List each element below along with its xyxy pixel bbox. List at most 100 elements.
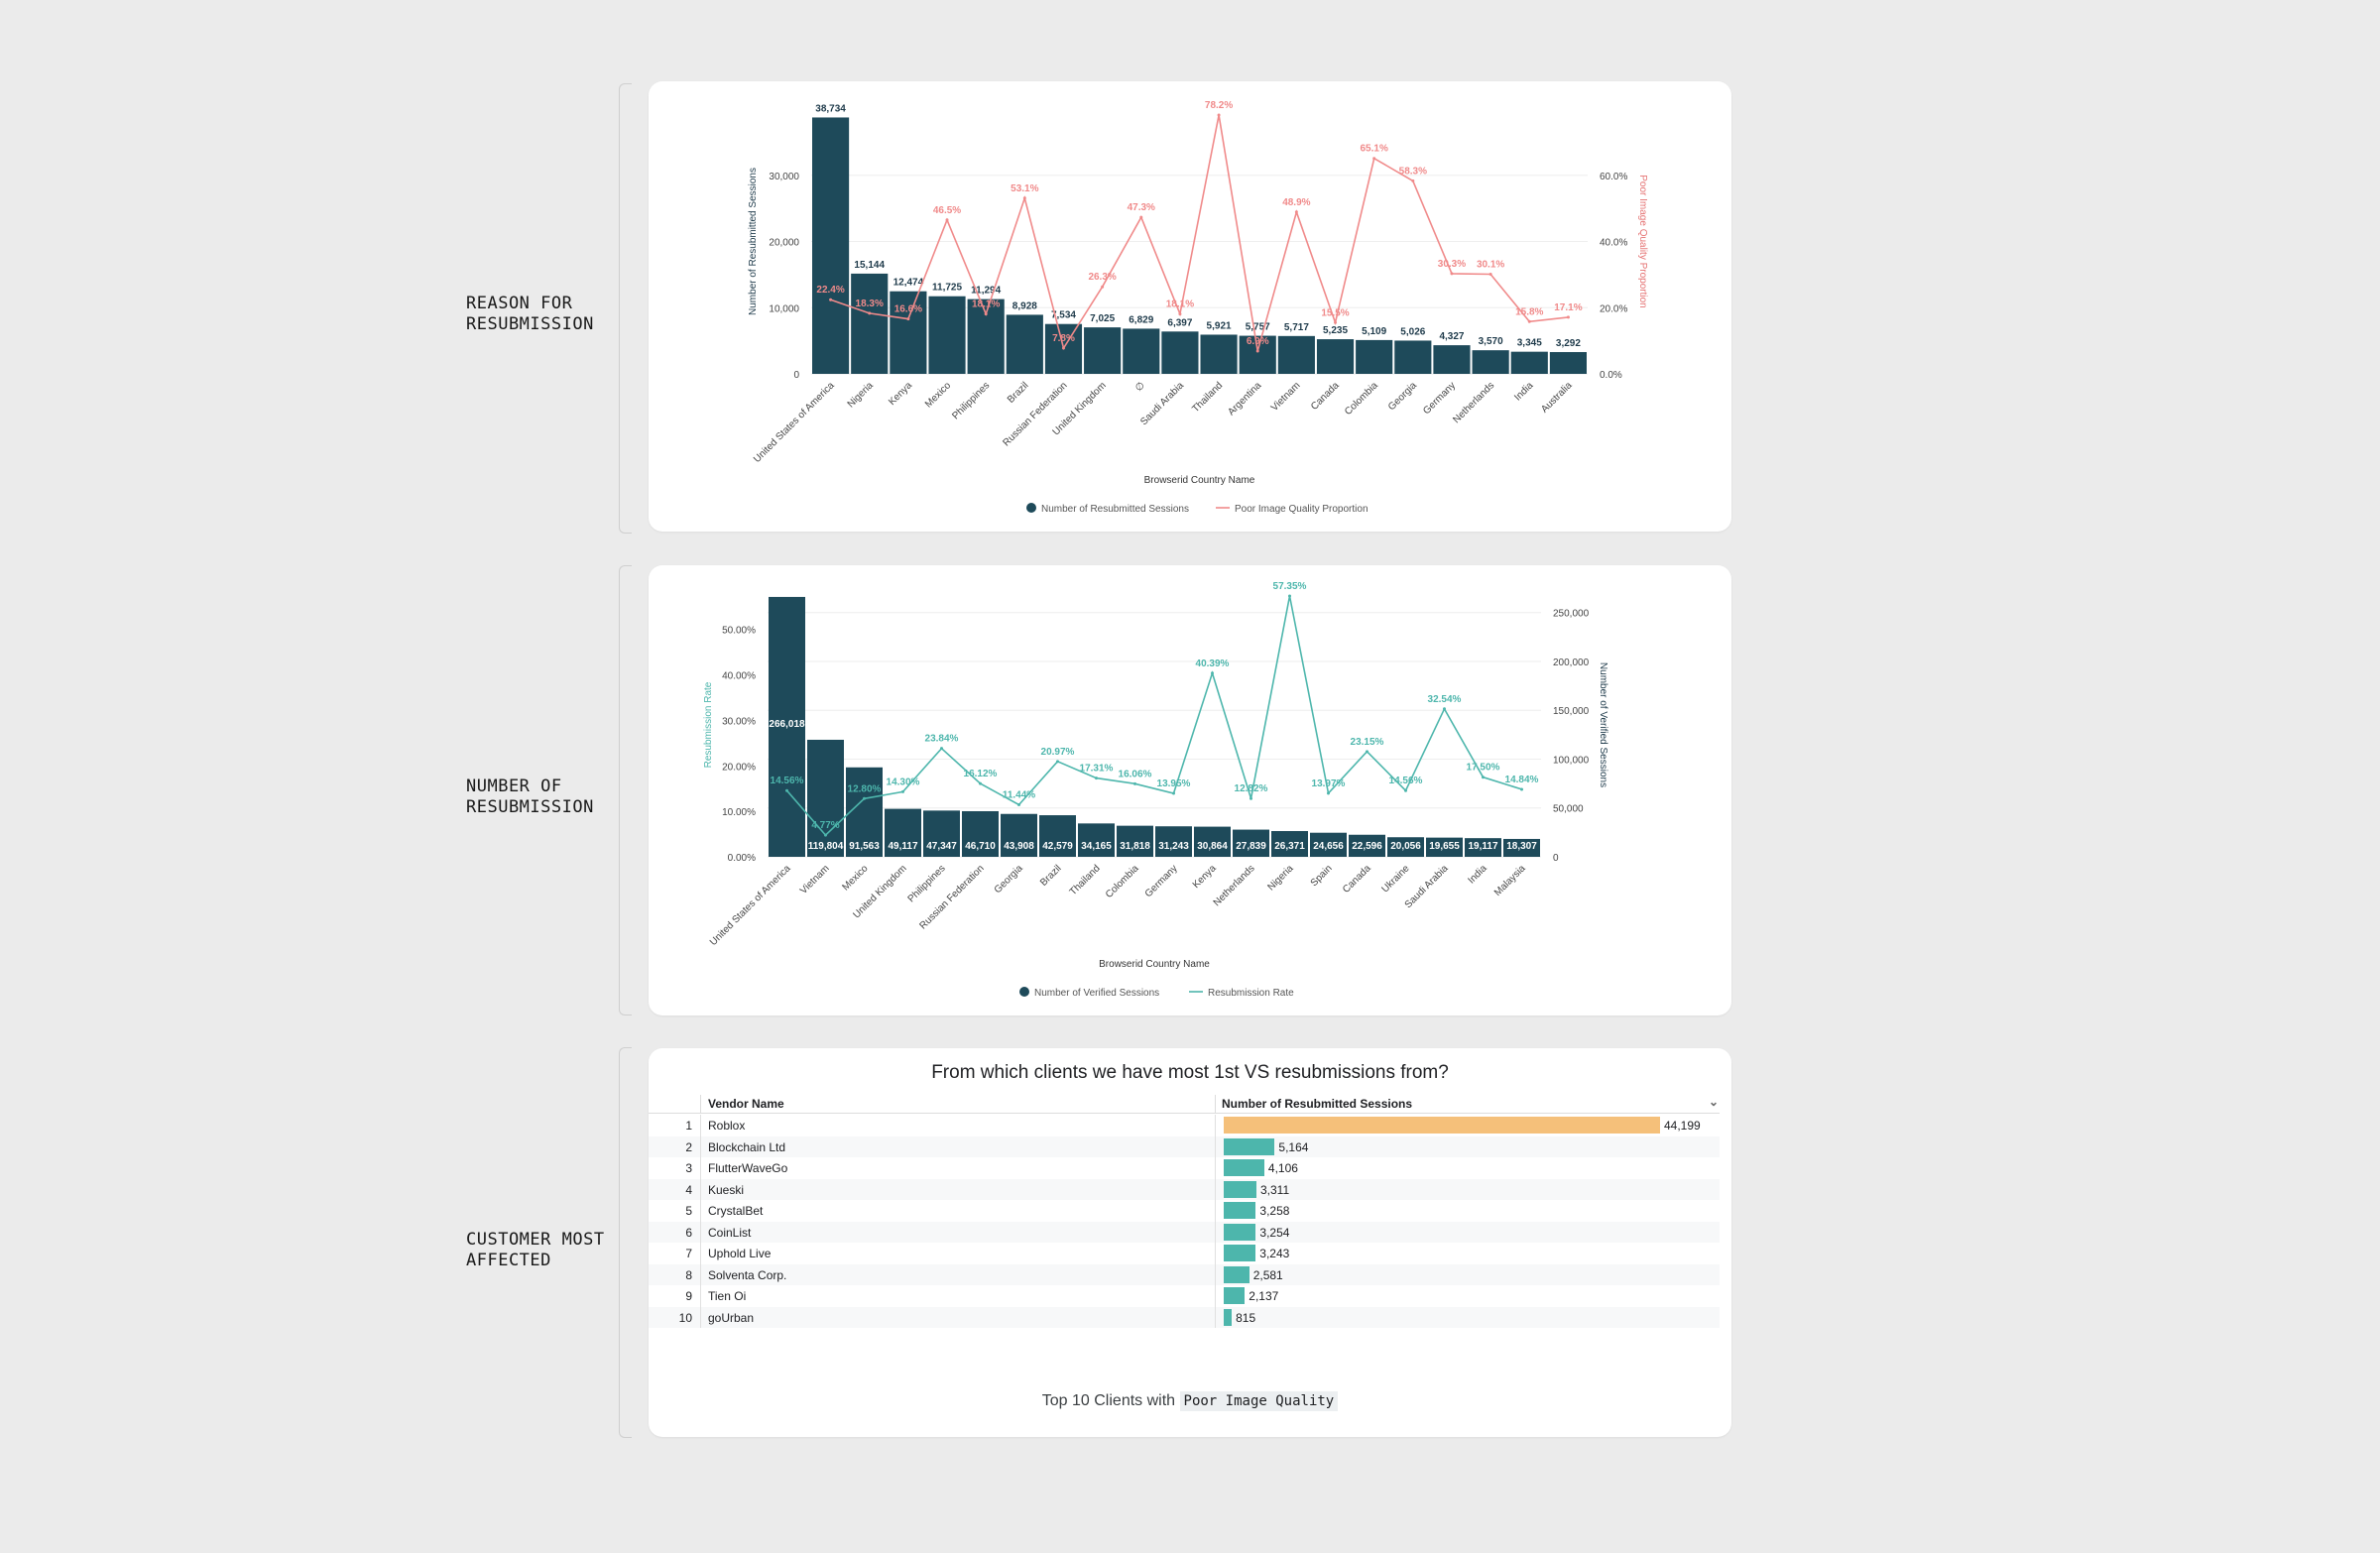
- x-axis-tick-label: Mexico: [840, 863, 870, 893]
- table-row[interactable]: 9 Tien Oi 2,137: [649, 1285, 1720, 1307]
- table-row[interactable]: 2 Blockchain Ltd 5,164: [649, 1135, 1720, 1157]
- y2-axis-tick-label: 100,000: [1553, 755, 1590, 766]
- bar-14: [1271, 831, 1308, 857]
- bar-value-label: 49,117: [888, 841, 917, 852]
- series-line: [785, 595, 1522, 837]
- x-axis-tick-label: Kenya: [887, 380, 914, 408]
- line-value-label: 18.1%: [972, 299, 1000, 310]
- x-axis-tick-label: Netherlands: [1212, 863, 1257, 908]
- bar-value-label: 3,570: [1479, 336, 1503, 347]
- bar-2: [851, 273, 889, 374]
- line-point-9: [1095, 776, 1098, 780]
- column-divider: [700, 1157, 701, 1179]
- line-value-label: 22.4%: [816, 285, 844, 296]
- column-divider: [1215, 1221, 1216, 1243]
- row-rank: 10: [678, 1310, 692, 1325]
- bar-11: [1155, 826, 1192, 857]
- sort-chevron-icon[interactable]: ⌄: [1709, 1095, 1720, 1109]
- bar-value-label: 19,655: [1429, 841, 1460, 852]
- line-point-14: [1288, 594, 1291, 598]
- x-axis-tick-label: Brazil: [1038, 863, 1063, 888]
- bar-value-label: 6,829: [1129, 314, 1153, 325]
- line-value-label: 4.77%: [811, 820, 839, 831]
- bar-17: [1387, 837, 1424, 857]
- row-value-label: 5,164: [1278, 1139, 1309, 1154]
- row-vendor-name: Roblox: [708, 1119, 746, 1133]
- column-divider: [700, 1263, 701, 1285]
- bar-value-label: 27,839: [1236, 841, 1266, 852]
- x-axis-tick-label: Russian Federation: [1001, 380, 1069, 448]
- line-point-17: [1450, 272, 1454, 276]
- table-row[interactable]: 3 FlutterWaveGo 4,106: [649, 1157, 1720, 1179]
- bar-9: [1123, 328, 1160, 374]
- legend-label-bar: Number of Resubmitted Sessions: [1041, 504, 1189, 515]
- x-axis-tick-label: Vietnam: [1269, 380, 1303, 414]
- bar-2: [807, 739, 844, 857]
- bar-value-label: 20,056: [1390, 841, 1421, 852]
- line-value-label: 17.50%: [1467, 763, 1500, 774]
- line-value-label: 40.39%: [1196, 658, 1230, 669]
- line-value-label: 20.97%: [1041, 747, 1075, 758]
- table-row[interactable]: 10 goUrban 815: [649, 1306, 1720, 1328]
- line-value-label: 7.8%: [1052, 333, 1075, 344]
- x-axis-tick-label: Thailand: [1068, 863, 1103, 897]
- table-row[interactable]: 4 Kueski 3,311: [649, 1178, 1720, 1200]
- bar-18: [1472, 350, 1509, 374]
- row-vendor-name: Kueski: [708, 1182, 745, 1197]
- line-value-label: 30.1%: [1477, 260, 1504, 271]
- column-header-resubmitted[interactable]: Number of Resubmitted Sessions: [1222, 1097, 1413, 1111]
- x-axis-tick-label: Nigeria: [1265, 863, 1295, 893]
- row-value-bar: [1224, 1117, 1660, 1134]
- bar-3: [890, 291, 927, 374]
- table-row[interactable]: 8 Solventa Corp. 2,581: [649, 1263, 1720, 1285]
- x-axis-tick-label: Georgia: [1386, 380, 1419, 413]
- line-point-12: [1211, 671, 1214, 675]
- line-point-4: [901, 789, 904, 793]
- column-divider: [1215, 1243, 1216, 1264]
- line-value-label: 58.3%: [1399, 166, 1427, 177]
- y-axis-title: Resubmission Rate: [703, 681, 714, 768]
- y2-axis-title: Poor Image Quality Proportion: [1637, 175, 1648, 308]
- bar-value-label: 3,345: [1517, 338, 1542, 349]
- row-rank: 1: [685, 1119, 692, 1133]
- bar-19: [1510, 351, 1548, 374]
- row-rank: 2: [685, 1139, 692, 1154]
- x-axis-tick-label: Thailand: [1190, 380, 1225, 415]
- bar-value-label: 47,347: [926, 841, 957, 852]
- table-row[interactable]: 6 CoinList 3,254: [649, 1221, 1720, 1243]
- x-axis-tick-label: Georgia: [993, 863, 1025, 896]
- line-value-label: 53.1%: [1011, 183, 1038, 194]
- table-row[interactable]: 5 CrystalBet 3,258: [649, 1200, 1720, 1222]
- table-row[interactable]: 1 Roblox 44,199: [649, 1115, 1720, 1136]
- column-divider: [700, 1135, 701, 1157]
- section-label-reason: REASON FOR RESUBMISSION: [466, 294, 594, 334]
- line-point-10: [1133, 781, 1136, 785]
- x-axis-tick-label: Philippines: [906, 863, 948, 904]
- x-axis-tick-label: Australia: [1539, 380, 1575, 416]
- bar-15: [1310, 832, 1347, 857]
- x-axis-tick-label: Russian Federation: [918, 863, 987, 931]
- bar-value-label: 30,864: [1197, 841, 1228, 852]
- bar-value-label: 26,371: [1274, 841, 1305, 852]
- line-point-1: [829, 298, 833, 301]
- bar-20: [1549, 352, 1587, 374]
- bar-value-label: 5,757: [1246, 322, 1270, 333]
- column-header-vendor[interactable]: Vendor Name: [708, 1097, 784, 1111]
- y-axis-tick-label: 20,000: [769, 238, 799, 249]
- y2-axis-tick-label: 200,000: [1553, 657, 1590, 668]
- line-value-label: 15.8%: [1515, 306, 1543, 317]
- line-point-8: [1056, 760, 1059, 764]
- bar-value-label: 5,235: [1323, 325, 1348, 336]
- line-value-label: 65.1%: [1360, 144, 1387, 155]
- x-axis-tick-label: Germany: [1421, 380, 1458, 417]
- line-value-label: 16.06%: [1119, 769, 1152, 779]
- section-bracket: [619, 83, 632, 534]
- legend-label-line: Poor Image Quality Proportion: [1235, 504, 1368, 515]
- x-axis-tick-label: Brazil: [1006, 380, 1030, 405]
- table-row[interactable]: 7 Uphold Live 3,243: [649, 1243, 1720, 1264]
- y-axis-tick-label: 0.00%: [728, 853, 756, 864]
- line-point-19: [1482, 776, 1485, 779]
- row-value-bar: [1224, 1180, 1256, 1198]
- x-axis-tick-label: Colombia: [1343, 380, 1380, 418]
- bar-4: [885, 808, 921, 857]
